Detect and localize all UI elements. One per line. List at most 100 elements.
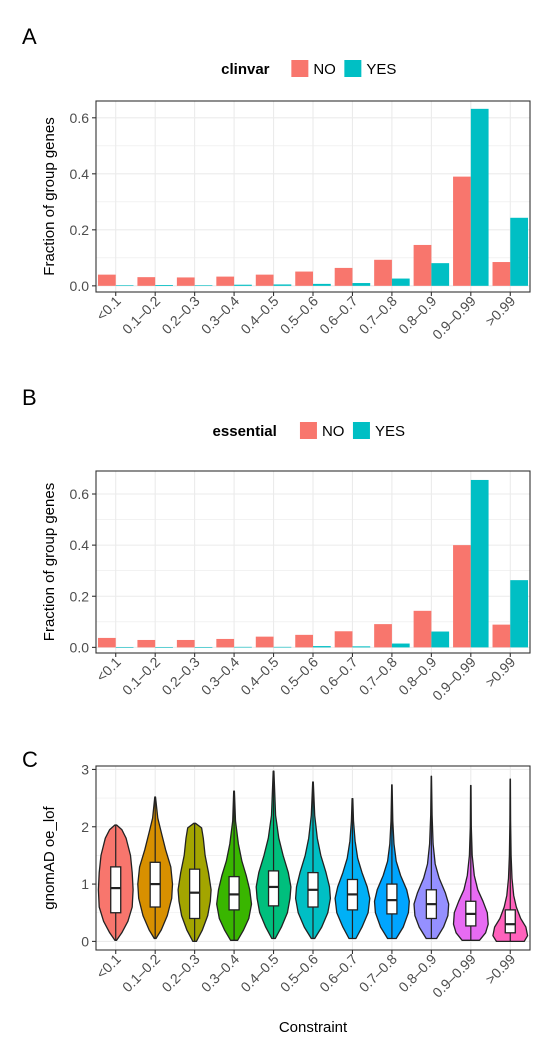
x-tick-label: 0.4–0.5 bbox=[237, 654, 281, 698]
y-tick-label: 3 bbox=[81, 761, 89, 777]
y-tick-label: 0.4 bbox=[70, 537, 90, 553]
bar-yes bbox=[352, 283, 371, 286]
bar-yes bbox=[155, 647, 173, 648]
bars bbox=[97, 479, 529, 648]
bar-yes bbox=[194, 285, 213, 286]
bar-no bbox=[97, 637, 116, 648]
y-axis: 0.0 0.2 0.4 0.6 Fraction of group genes bbox=[41, 110, 96, 294]
x-tick-label: 0.3–0.4 bbox=[198, 951, 242, 995]
y-axis: 0.0 0.2 0.4 0.6 Fraction of group genes bbox=[41, 483, 96, 655]
bar-no bbox=[176, 277, 195, 286]
bar-yes bbox=[234, 646, 252, 648]
bar-no bbox=[137, 639, 156, 648]
y-axis-title: gnomAD oe_lof bbox=[41, 805, 58, 909]
legend: essential NO YES bbox=[213, 422, 405, 440]
x-tick-label: 0.1–0.2 bbox=[119, 654, 163, 698]
bar-no bbox=[216, 276, 235, 286]
bar-yes bbox=[391, 278, 410, 286]
bar-no bbox=[453, 176, 471, 286]
y-axis: 0 1 2 3 gnomAD oe_lof bbox=[41, 761, 96, 949]
y-axis-title: Fraction of group genes bbox=[41, 483, 58, 641]
legend-label: YES bbox=[375, 423, 405, 440]
y-tick-label: 0.6 bbox=[70, 110, 90, 126]
legend-swatch bbox=[291, 60, 309, 77]
bar-no bbox=[374, 259, 392, 286]
box bbox=[228, 875, 240, 911]
x-tick-label: 0.5–0.6 bbox=[277, 654, 321, 698]
box bbox=[188, 868, 201, 920]
legend-swatch bbox=[344, 60, 362, 77]
x-tick-label: 0.2–0.3 bbox=[158, 654, 202, 698]
x-tick-label: 0.6–0.7 bbox=[316, 293, 360, 337]
bar-no bbox=[334, 267, 353, 286]
x-tick-label: 0.2–0.3 bbox=[158, 951, 202, 995]
x-tick-label: 0.7–0.8 bbox=[356, 654, 400, 698]
x-axis: <0.10.1–0.20.2–0.30.3–0.40.4–0.50.5–0.60… bbox=[93, 292, 519, 343]
x-tick-label: >0.99 bbox=[482, 293, 519, 330]
x-tick-label: 0.9–0.99 bbox=[429, 293, 479, 343]
bar-yes bbox=[431, 631, 450, 648]
bar-yes bbox=[510, 580, 529, 648]
box bbox=[110, 866, 122, 914]
bar-no bbox=[413, 244, 432, 286]
bar-yes bbox=[313, 283, 331, 286]
x-tick-label: <0.1 bbox=[93, 654, 124, 685]
bar-yes bbox=[194, 647, 213, 648]
panel-label: A bbox=[22, 24, 37, 49]
bar-yes bbox=[510, 217, 529, 286]
bar-no bbox=[295, 271, 313, 286]
bar-no bbox=[97, 274, 116, 286]
x-tick-label: 0.5–0.6 bbox=[277, 293, 321, 337]
y-tick-label: 0.2 bbox=[70, 588, 90, 604]
y-tick-label: 0.0 bbox=[70, 278, 90, 294]
y-tick-label: 1 bbox=[81, 876, 89, 892]
bar-yes bbox=[155, 284, 173, 286]
y-tick-label: 0.4 bbox=[70, 166, 90, 182]
x-tick-label: 0.3–0.4 bbox=[198, 654, 242, 698]
bar-no bbox=[453, 545, 471, 648]
bar-no bbox=[137, 277, 156, 286]
panel-label: B bbox=[22, 385, 37, 410]
x-tick-label: 0.4–0.5 bbox=[237, 293, 281, 337]
violins bbox=[97, 770, 529, 943]
bar-yes bbox=[234, 284, 252, 286]
x-axis-title: Constraint bbox=[279, 1019, 348, 1036]
bar-yes bbox=[115, 285, 134, 286]
box bbox=[267, 870, 280, 907]
x-tick-label: <0.1 bbox=[93, 293, 124, 324]
y-axis-title: Fraction of group genes bbox=[41, 117, 58, 275]
bar-yes bbox=[391, 643, 410, 648]
bar-no bbox=[492, 624, 511, 648]
bar-yes bbox=[470, 108, 489, 286]
x-tick-label: 0.9–0.99 bbox=[429, 951, 479, 1001]
bar-no bbox=[216, 638, 235, 648]
legend-label: YES bbox=[366, 61, 396, 78]
bar-yes bbox=[115, 647, 134, 648]
x-axis: <0.10.1–0.20.2–0.30.3–0.40.4–0.50.5–0.60… bbox=[93, 950, 519, 1036]
legend-swatch bbox=[299, 422, 317, 439]
box bbox=[386, 883, 398, 915]
legend-swatch bbox=[352, 422, 370, 439]
grid bbox=[96, 101, 530, 292]
bar-yes bbox=[352, 646, 371, 648]
y-tick-label: 0 bbox=[81, 933, 89, 949]
x-tick-label: 0.3–0.4 bbox=[198, 293, 242, 337]
bar-yes bbox=[470, 479, 489, 648]
x-tick-label: 0.4–0.5 bbox=[237, 951, 281, 995]
box bbox=[504, 909, 516, 934]
x-tick-label: 0.1–0.2 bbox=[119, 951, 163, 995]
x-tick-label: 0.2–0.3 bbox=[158, 293, 202, 337]
x-tick-label: 0.6–0.7 bbox=[316, 951, 360, 995]
legend-label: NO bbox=[313, 61, 336, 78]
legend-label: NO bbox=[322, 423, 345, 440]
bar-yes bbox=[273, 646, 292, 648]
x-tick-label: 0.9–0.99 bbox=[429, 654, 479, 704]
bar-no bbox=[176, 639, 195, 648]
x-tick-label: >0.99 bbox=[482, 654, 519, 691]
y-tick-label: 0.6 bbox=[70, 486, 90, 502]
bar-yes bbox=[273, 284, 292, 286]
bar-no bbox=[255, 274, 274, 286]
